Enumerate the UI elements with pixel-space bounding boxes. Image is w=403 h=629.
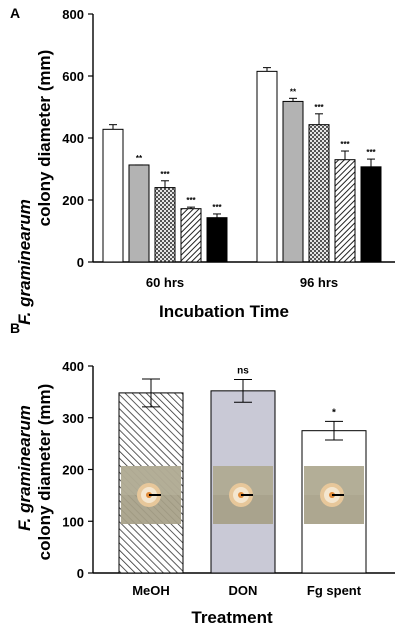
panel-a-bar [154, 187, 176, 263]
panel-b-y-tick-label: 100 [62, 514, 84, 529]
panel-a-ylabel: colony diameter (mm) [35, 50, 54, 227]
panel-a-significance: *** [160, 170, 170, 179]
panel-b-ylabel: colony diameter (mm) [35, 384, 54, 561]
panel-a-significance: *** [212, 203, 222, 212]
panel-a-significance: *** [314, 103, 324, 112]
panel-a-bar [180, 208, 202, 263]
panel-a-bar [282, 100, 304, 263]
panel-a-category-label: 96 hrs [300, 275, 338, 290]
panel-b-significance: ns [237, 365, 249, 376]
panel-a-letter: A [10, 5, 20, 21]
panel-a-significance: *** [366, 148, 376, 157]
panel-a-significance: *** [340, 140, 350, 149]
panel-b-plot: 0 100 200 300 400 MeOH ns DON * Fg spent [62, 359, 395, 598]
panel-a-significance: ** [136, 154, 143, 163]
panel-b-significance: * [332, 407, 336, 418]
colony-photo-icon [121, 466, 181, 524]
panel-b-y-tick-label: 200 [62, 463, 84, 478]
panel-a-y-tick-label: 0 [77, 255, 84, 270]
panel-b-y-tick-label: 300 [62, 411, 84, 426]
panel-b-category-label: MeOH [132, 583, 170, 598]
panel-a-bar [334, 159, 356, 263]
panel-a-significance: *** [186, 196, 196, 205]
colony-photo-icon [213, 466, 273, 524]
panel-b-ylabel-italic: F. graminearum [15, 405, 34, 531]
panel-a-ylabel-italic: F. graminearum [15, 199, 34, 325]
colony-photo-icon [304, 466, 364, 524]
panel-a-bar [308, 124, 330, 263]
panel-b-category-label: DON [229, 583, 258, 598]
panel-a-y-tick-label: 600 [62, 69, 84, 84]
panel-a-y-tick-label: 800 [62, 7, 84, 22]
panel-a-significance: ** [290, 87, 297, 96]
panel-b-letter: B [10, 320, 20, 336]
panel-a-bar [360, 166, 382, 263]
panel-b-category-label: Fg spent [307, 583, 362, 598]
panel-a-bar [256, 70, 278, 263]
panel-a-y-tick-label: 400 [62, 131, 84, 146]
panel-a-xlabel: Incubation Time [159, 302, 289, 321]
panel-b-y-tick-label: 0 [77, 566, 84, 581]
panel-a-y-tick-label: 200 [62, 193, 84, 208]
panel-b-y-tick-label: 400 [62, 359, 84, 374]
panel-a-bar [102, 128, 124, 263]
panel-a-bar [206, 217, 228, 263]
panel-a-category-label: 60 hrs [146, 275, 184, 290]
panel-a-bar [128, 164, 150, 263]
panel-b-xlabel: Treatment [191, 608, 273, 627]
